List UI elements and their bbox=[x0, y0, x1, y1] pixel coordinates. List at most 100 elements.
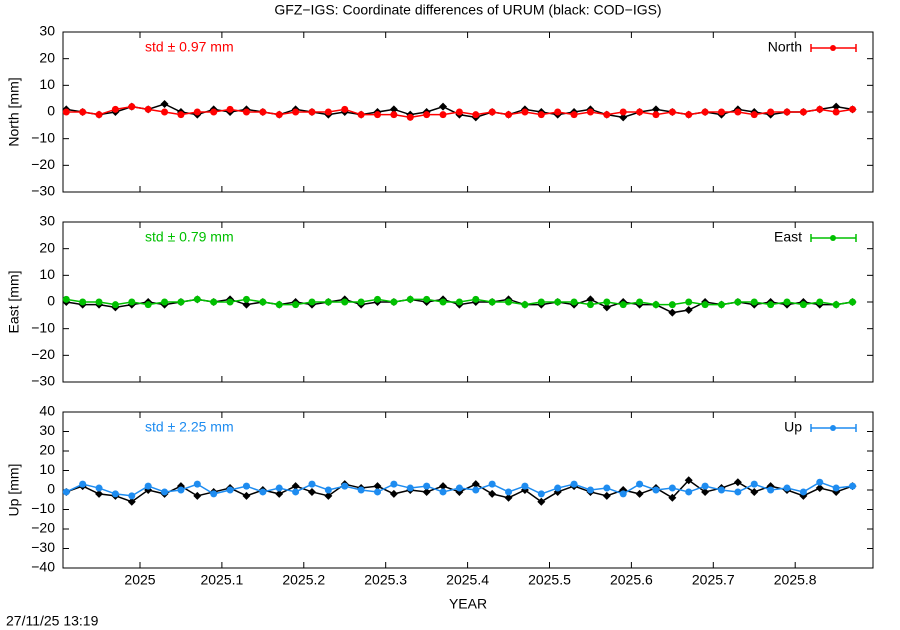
data-point bbox=[816, 105, 824, 113]
data-point bbox=[406, 295, 414, 303]
data-point bbox=[357, 111, 365, 119]
data-point bbox=[177, 111, 185, 119]
x-tick-label: 2025.5 bbox=[528, 572, 571, 588]
data-point bbox=[275, 301, 283, 309]
data-point bbox=[701, 301, 709, 309]
data-point bbox=[406, 113, 414, 121]
data-point bbox=[292, 108, 300, 116]
y-tick-label: 10 bbox=[39, 76, 55, 92]
data-point bbox=[259, 298, 267, 306]
data-point bbox=[832, 301, 840, 309]
data-point bbox=[210, 108, 218, 116]
data-point bbox=[570, 111, 578, 119]
data-point bbox=[472, 486, 480, 494]
y-axis-label: Up [mm] bbox=[6, 464, 22, 517]
data-point bbox=[619, 301, 627, 309]
data-point bbox=[111, 105, 119, 113]
data-point bbox=[389, 105, 398, 114]
y-tick-label: 0 bbox=[47, 481, 55, 497]
data-point bbox=[816, 478, 824, 486]
legend-marker bbox=[830, 235, 836, 241]
data-point bbox=[505, 298, 513, 306]
y-tick-label: 20 bbox=[39, 49, 55, 65]
data-point bbox=[242, 300, 251, 309]
data-point bbox=[586, 295, 595, 304]
data-point bbox=[636, 108, 644, 116]
legend-marker bbox=[830, 45, 836, 51]
data-point bbox=[193, 108, 201, 116]
data-point bbox=[668, 493, 677, 502]
x-tick-label: 2025.3 bbox=[364, 572, 407, 588]
std-annotation: std ± 0.97 mm bbox=[145, 39, 234, 55]
data-point bbox=[373, 295, 381, 303]
data-point bbox=[439, 298, 447, 306]
data-point bbox=[62, 488, 70, 496]
data-point bbox=[537, 111, 545, 119]
y-tick-label: 0 bbox=[47, 293, 55, 309]
data-point bbox=[554, 108, 562, 116]
data-point bbox=[668, 301, 676, 309]
data-point bbox=[570, 298, 578, 306]
data-point bbox=[717, 301, 725, 309]
data-point bbox=[521, 482, 529, 490]
data-point bbox=[767, 486, 775, 494]
y-tick-label: 40 bbox=[39, 403, 55, 419]
y-tick-label: 10 bbox=[39, 266, 55, 282]
y-tick-label: −30 bbox=[31, 373, 55, 389]
data-point bbox=[603, 298, 611, 306]
data-point bbox=[390, 298, 398, 306]
data-point bbox=[439, 482, 448, 491]
data-point bbox=[586, 108, 594, 116]
y-tick-label: −20 bbox=[31, 346, 55, 362]
data-point bbox=[62, 295, 70, 303]
data-point bbox=[750, 480, 758, 488]
data-point bbox=[111, 301, 119, 309]
data-point bbox=[275, 111, 283, 119]
y-tick-label: −30 bbox=[31, 183, 55, 199]
data-point bbox=[684, 306, 693, 314]
data-point bbox=[849, 482, 857, 490]
data-point bbox=[423, 482, 431, 490]
y-axis-label: North [mm] bbox=[6, 77, 22, 146]
data-point bbox=[685, 488, 693, 496]
y-tick-label: 20 bbox=[39, 442, 55, 458]
data-point bbox=[79, 298, 87, 306]
data-point bbox=[832, 102, 841, 111]
data-point bbox=[275, 484, 283, 492]
data-point bbox=[554, 298, 562, 306]
data-point bbox=[685, 111, 693, 119]
data-point bbox=[832, 108, 840, 116]
data-point bbox=[799, 488, 807, 496]
data-point bbox=[849, 105, 857, 113]
data-point bbox=[144, 482, 152, 490]
data-point bbox=[439, 102, 448, 111]
y-tick-label: 30 bbox=[39, 23, 55, 39]
y-tick-label: 30 bbox=[39, 422, 55, 438]
data-point bbox=[177, 298, 185, 306]
y-tick-label: −10 bbox=[31, 129, 55, 145]
data-point bbox=[341, 105, 349, 113]
timestamp: 27/11/25 13:19 bbox=[6, 613, 99, 629]
data-point bbox=[635, 489, 644, 498]
data-point bbox=[586, 486, 594, 494]
data-point bbox=[291, 482, 300, 491]
data-point bbox=[521, 108, 529, 116]
data-point bbox=[389, 489, 398, 498]
x-tick-label: 2025.4 bbox=[446, 572, 489, 588]
data-point bbox=[849, 298, 857, 306]
data-point bbox=[668, 484, 676, 492]
data-point bbox=[161, 488, 169, 496]
data-point bbox=[471, 480, 480, 489]
y-tick-label: 20 bbox=[39, 239, 55, 255]
data-point bbox=[307, 487, 316, 496]
data-point bbox=[537, 497, 546, 506]
data-point bbox=[505, 488, 513, 496]
data-point bbox=[504, 493, 513, 502]
data-point bbox=[570, 480, 578, 488]
data-point bbox=[603, 111, 611, 119]
data-point bbox=[701, 487, 710, 496]
data-point bbox=[717, 486, 725, 494]
data-point bbox=[472, 295, 480, 303]
data-point bbox=[701, 482, 709, 490]
data-point bbox=[701, 108, 709, 116]
